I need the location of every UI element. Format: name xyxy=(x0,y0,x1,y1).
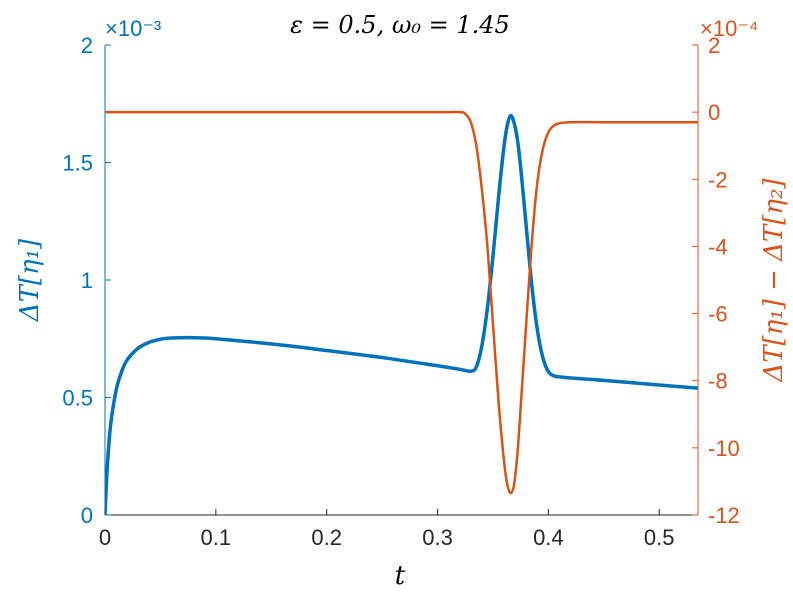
chart-title: ε = 0.5, ω₀ = 1.45 xyxy=(290,11,510,39)
left-axis-exponent: ×10⁻³ xyxy=(105,16,161,41)
right-axis-exponent: ×10⁻⁴ xyxy=(700,16,758,41)
x-tick-label: 0.4 xyxy=(533,525,564,550)
right-tick-label: -10 xyxy=(708,436,740,461)
right-axis-label: ΔT[η₁] − ΔT[η₂] xyxy=(759,178,789,383)
left-tick-label: 0 xyxy=(81,503,93,528)
right-tick-label: -2 xyxy=(708,167,728,192)
series-line-left-axis xyxy=(105,113,698,515)
left-axis-label: ΔT[η₁] xyxy=(15,238,45,322)
right-axis-ticks: 2 0 -2 -4 -6 -8 -10 -12 xyxy=(692,33,740,528)
x-tick-label: 0.2 xyxy=(311,525,342,550)
right-tick-label: -12 xyxy=(708,503,740,528)
left-tick-label: 0.5 xyxy=(62,386,93,411)
x-axis-ticks: 0 0.1 0.2 0.3 0.4 0.5 xyxy=(99,509,675,550)
left-axis-ticks: 0 0.5 1 1.5 2 xyxy=(62,33,111,528)
x-tick-label: 0.1 xyxy=(201,525,232,550)
right-tick-label: -6 xyxy=(708,302,728,327)
left-tick-label: 2 xyxy=(81,33,93,58)
right-tick-label: -4 xyxy=(708,234,728,259)
right-tick-label: -8 xyxy=(708,369,728,394)
right-tick-label: 0 xyxy=(708,100,720,125)
right-tick-label: 2 xyxy=(708,33,720,58)
x-tick-label: 0 xyxy=(99,525,111,550)
left-tick-label: 1.5 xyxy=(62,151,93,176)
x-tick-label: 0.3 xyxy=(422,525,453,550)
x-axis-label: t xyxy=(395,561,406,591)
series-line-right-axis xyxy=(105,110,698,495)
series-layer xyxy=(105,110,698,515)
x-tick-label: 0.5 xyxy=(644,525,675,550)
left-tick-label: 1 xyxy=(81,268,93,293)
